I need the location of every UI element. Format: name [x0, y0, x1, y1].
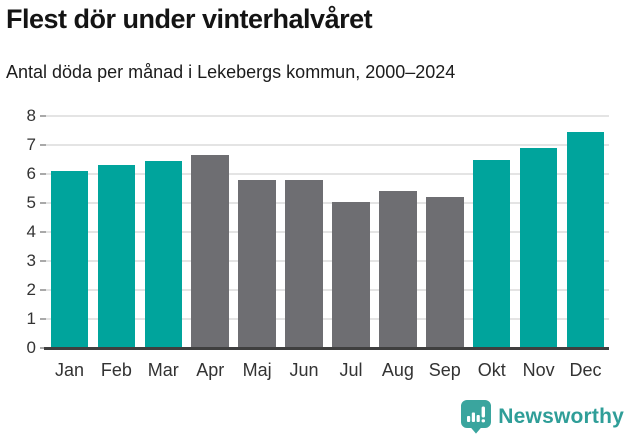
newsworthy-logo-text: Newsworthy: [498, 405, 624, 428]
x-axis-label-mar: Mar: [147, 360, 179, 380]
x-axis-label-nov: Nov: [522, 360, 555, 380]
ytick-0: [40, 347, 46, 349]
y-axis-label-3: 3: [26, 251, 36, 270]
x-axis-label-jan: Jan: [54, 360, 84, 380]
y-axis-label-4: 4: [26, 222, 36, 241]
x-axis-label-jun: Jun: [289, 360, 319, 380]
bar-dec: [566, 131, 605, 348]
gridline-y-1: [46, 318, 609, 320]
x-axis-label-jul: Jul: [339, 360, 363, 380]
bar-jul: [332, 201, 370, 348]
y-axis-label-2: 2: [26, 280, 36, 299]
x-axis-label-feb: Feb: [100, 360, 132, 380]
gridline-y-4: [46, 231, 609, 233]
y-axis-label-8: 8: [26, 106, 36, 125]
y-axis-label-7: 7: [26, 135, 36, 154]
x-axis-label-okt: Okt: [477, 360, 506, 380]
bar-nov: [519, 147, 558, 348]
ytick-2: [40, 289, 46, 291]
x-axis-label-sep: Sep: [428, 360, 461, 380]
gridline-y-5: [46, 202, 609, 204]
chart-subtitle: Antal döda per månad i Lekebergs kommun,…: [6, 62, 456, 82]
ytick-1: [40, 318, 46, 320]
ytick-6: [40, 173, 46, 175]
x-axis-label-apr: Apr: [196, 360, 225, 380]
ytick-8: [40, 115, 46, 117]
ytick-3: [40, 260, 46, 262]
x-axis-label-maj: Maj: [242, 360, 272, 380]
bar-chart-speech-bubble-icon: [461, 400, 492, 434]
x-axis-baseline: [44, 347, 609, 350]
gridline-y-8: [46, 115, 609, 117]
newsworthy-logo: Newsworthy: [461, 400, 624, 434]
bar-maj: [238, 179, 276, 348]
x-axis-label-aug: Aug: [381, 360, 414, 380]
chart-title: Flest dör under vinterhalvåret: [6, 4, 373, 34]
y-axis-label-0: 0: [26, 338, 36, 357]
bar-sep: [426, 197, 464, 348]
bar-jan: [50, 171, 89, 348]
bar-apr: [191, 155, 229, 348]
ytick-5: [40, 202, 46, 204]
gridline-y-7: [46, 144, 609, 146]
gridline-y-2: [46, 289, 609, 291]
bar-jun: [285, 179, 323, 348]
y-axis-label-5: 5: [26, 193, 36, 212]
y-axis-label-1: 1: [26, 309, 36, 328]
bar-aug: [379, 191, 417, 348]
bar-feb: [97, 165, 136, 348]
y-axis-label-6: 6: [26, 164, 36, 183]
ytick-7: [40, 144, 46, 146]
x-axis-label-dec: Dec: [569, 360, 602, 380]
gridline-y-6: [46, 173, 609, 175]
gridline-y-3: [46, 260, 609, 262]
bar-mar: [144, 160, 183, 348]
ytick-4: [40, 231, 46, 233]
bar-okt: [472, 159, 511, 348]
